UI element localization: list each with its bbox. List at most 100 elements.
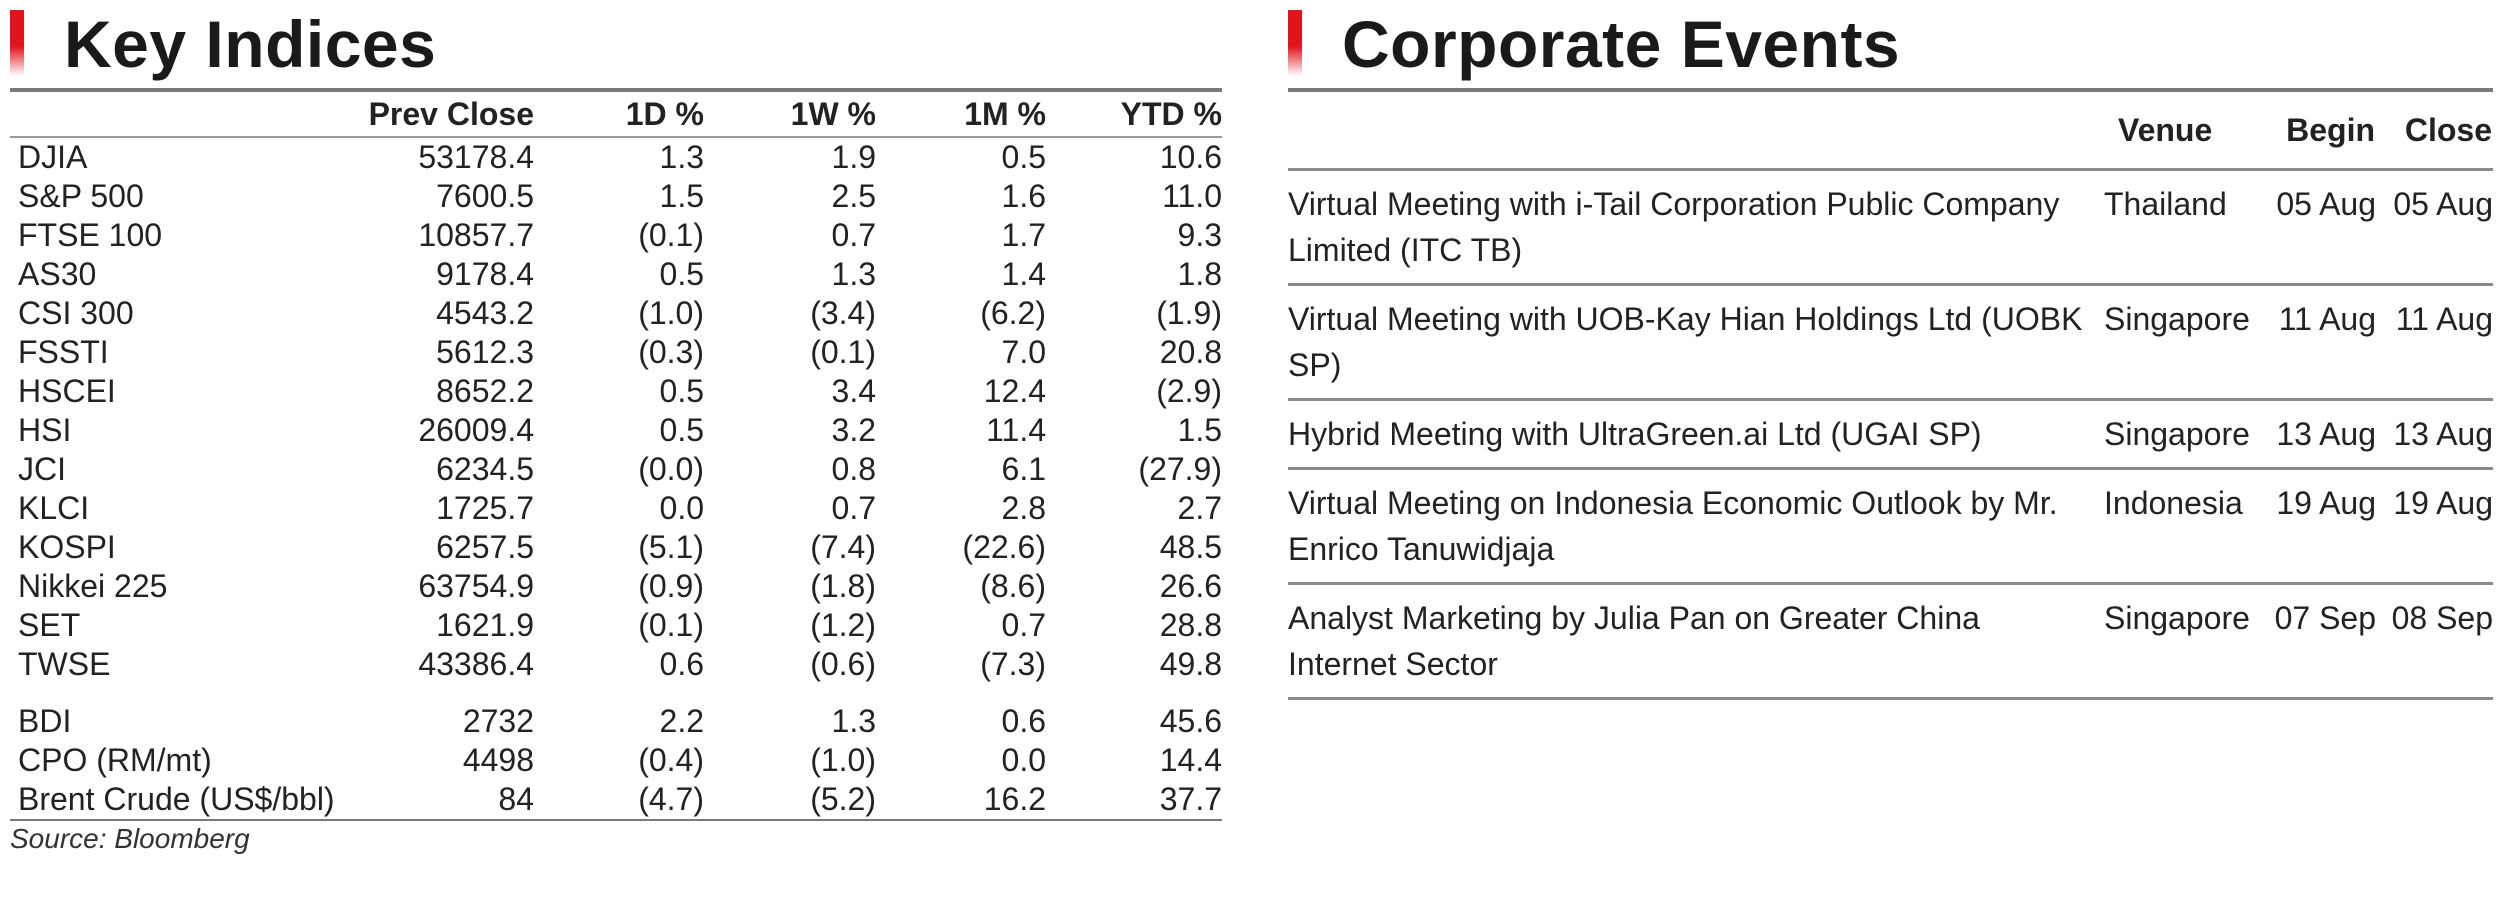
event-row: Virtual Meeting on Indonesia Economic Ou… — [1288, 468, 2493, 585]
key-indices-header: Key Indices — [10, 0, 1222, 88]
change-1w-value: 0.7 — [831, 217, 876, 253]
change-1d-value: (0.1) — [638, 217, 704, 253]
corporate-events-body: Virtual Meeting with i-Tail Corporation … — [1288, 169, 2493, 700]
prev-close-value: 6257.5 — [436, 529, 534, 565]
change-ytd-value: 14.4 — [1159, 742, 1222, 778]
index-name: TWSE — [18, 646, 111, 682]
change-1d-value: (0.1) — [638, 607, 704, 643]
table-row: SET 1621.9 (0.1) (1.2) 0.7 28.8 — [10, 606, 1222, 645]
prev-close-value: 8652.2 — [436, 373, 534, 409]
change-1d-value: (0.0) — [638, 451, 704, 487]
index-name: HSI — [18, 412, 72, 448]
table-row: KLCI 1725.7 0.0 0.7 2.8 2.7 — [10, 489, 1222, 528]
change-1m-value: 2.8 — [1001, 490, 1046, 526]
change-ytd-value: 9.3 — [1177, 217, 1222, 253]
col-header-ytd: YTD % — [1046, 92, 1222, 138]
col-header-begin: Begin — [2258, 92, 2376, 171]
key-indices-table: Prev Close 1D % 1W % 1M % YTD % DJIA 5317… — [10, 92, 1222, 819]
event-venue: Thailand — [2096, 169, 2258, 286]
change-1m-value: 1.4 — [1001, 256, 1046, 292]
change-1m-value: 0.6 — [1001, 703, 1046, 739]
change-1d-value: (1.0) — [638, 295, 704, 331]
event-begin-date: 11 Aug — [2258, 284, 2376, 401]
red-accent-bar — [1288, 10, 1302, 76]
event-close-date: 08 Sep — [2376, 583, 2493, 700]
prev-close-value: 4543.2 — [436, 295, 534, 331]
change-ytd-value: 48.5 — [1159, 529, 1222, 565]
event-begin-date: 05 Aug — [2258, 169, 2376, 286]
event-venue: Singapore — [2096, 284, 2258, 401]
prev-close-value: 84 — [498, 781, 534, 817]
table-row: FTSE 100 10857.7 (0.1) 0.7 1.7 9.3 — [10, 216, 1222, 255]
table-row: BDI 2732 2.2 1.3 0.6 45.6 — [10, 702, 1222, 741]
red-accent-bar — [10, 10, 24, 76]
change-1m-value: (22.6) — [962, 529, 1046, 565]
change-1w-value: (1.0) — [810, 742, 876, 778]
index-name: KOSPI — [18, 529, 116, 565]
change-1m-value: 6.1 — [1001, 451, 1046, 487]
index-name: KLCI — [18, 490, 90, 526]
table-row: Brent Crude (US$/bbl) 84 (4.7) (5.2) 16.2 37.… — [10, 780, 1222, 819]
corporate-events-panel: Corporate Events Venue Begin Close Virtu… — [1288, 0, 2493, 700]
title-rule — [1288, 88, 2493, 92]
change-1d-value: (4.7) — [638, 781, 704, 817]
change-ytd-value: 2.7 — [1177, 490, 1222, 526]
table-row: JCI 6234.5 (0.0) 0.8 6.1 (27.9) — [10, 450, 1222, 489]
prev-close-value: 2732 — [462, 703, 534, 739]
change-1m-value: 12.4 — [983, 373, 1046, 409]
events-header-row: Venue Begin Close — [1288, 92, 2493, 171]
index-name: AS30 — [18, 256, 97, 292]
change-ytd-value: 45.6 — [1159, 703, 1222, 739]
table-row: KOSPI 6257.5 (5.1) (7.4) (22.6) 48.5 — [10, 528, 1222, 567]
change-1d-value: 0.5 — [659, 256, 704, 292]
corporate-events-title: Corporate Events — [1342, 7, 1901, 81]
change-1m-value: (8.6) — [980, 568, 1046, 604]
change-1m-value: 0.0 — [1001, 742, 1046, 778]
change-1m-value: 0.7 — [1001, 607, 1046, 643]
event-description: Virtual Meeting on Indonesia Economic Ou… — [1288, 468, 2096, 585]
prev-close-value: 5612.3 — [436, 334, 534, 370]
table-row: CSI 300 4543.2 (1.0) (3.4) (6.2) (1.9) — [10, 294, 1222, 333]
change-ytd-value: (2.9) — [1156, 373, 1222, 409]
table-row: TWSE 43386.4 0.6 (0.6) (7.3) 49.8 — [10, 645, 1222, 684]
change-1w-value: 2.5 — [831, 178, 876, 214]
change-1d-value: (0.4) — [638, 742, 704, 778]
event-row: Virtual Meeting with UOB-Kay Hian Holdin… — [1288, 284, 2493, 401]
event-begin-date: 07 Sep — [2258, 583, 2376, 700]
table-row: DJIA 53178.4 1.3 1.9 0.5 10.6 — [10, 137, 1222, 177]
key-indices-panel: Key Indices Prev Close 1D % 1W % 1M % YT… — [10, 0, 1222, 855]
change-1w-value: 1.3 — [831, 256, 876, 292]
change-1m-value: 1.7 — [1001, 217, 1046, 253]
change-1d-value: 2.2 — [659, 703, 704, 739]
change-1m-value: 7.0 — [1001, 334, 1046, 370]
change-1d-value: 0.0 — [659, 490, 704, 526]
title-rule — [10, 88, 1222, 92]
change-1w-value: 1.3 — [831, 703, 876, 739]
event-begin-date: 13 Aug — [2258, 399, 2376, 470]
change-1w-value: 0.7 — [831, 490, 876, 526]
change-ytd-value: (27.9) — [1138, 451, 1222, 487]
source-note: Source: Bloomberg — [10, 823, 250, 854]
change-ytd-value: 28.8 — [1159, 607, 1222, 643]
prev-close-value: 53178.4 — [418, 139, 534, 175]
corporate-events-header: Corporate Events — [1288, 0, 2493, 88]
change-1w-value: (1.2) — [810, 607, 876, 643]
change-1d-value: (5.1) — [638, 529, 704, 565]
prev-close-value: 63754.9 — [418, 568, 534, 604]
change-ytd-value: 10.6 — [1159, 139, 1222, 175]
table-row: HSI 26009.4 0.5 3.2 11.4 1.5 — [10, 411, 1222, 450]
index-name: DJIA — [18, 139, 88, 175]
change-ytd-value: 20.8 — [1159, 334, 1222, 370]
change-ytd-value: 11.0 — [1162, 178, 1222, 214]
index-name: S&P 500 — [18, 178, 144, 214]
change-ytd-value: 1.5 — [1177, 412, 1222, 448]
event-venue: Singapore — [2096, 399, 2258, 470]
event-description: Hybrid Meeting with UltraGreen.ai Ltd (U… — [1288, 399, 2096, 470]
change-1w-value: (7.4) — [810, 529, 876, 565]
event-close-date: 19 Aug — [2376, 468, 2493, 585]
index-name: CSI 300 — [18, 295, 134, 331]
prev-close-value: 7600.5 — [436, 178, 534, 214]
change-1w-value: (1.8) — [810, 568, 876, 604]
prev-close-value: 4498 — [462, 742, 534, 778]
prev-close-value: 10857.7 — [418, 217, 534, 253]
